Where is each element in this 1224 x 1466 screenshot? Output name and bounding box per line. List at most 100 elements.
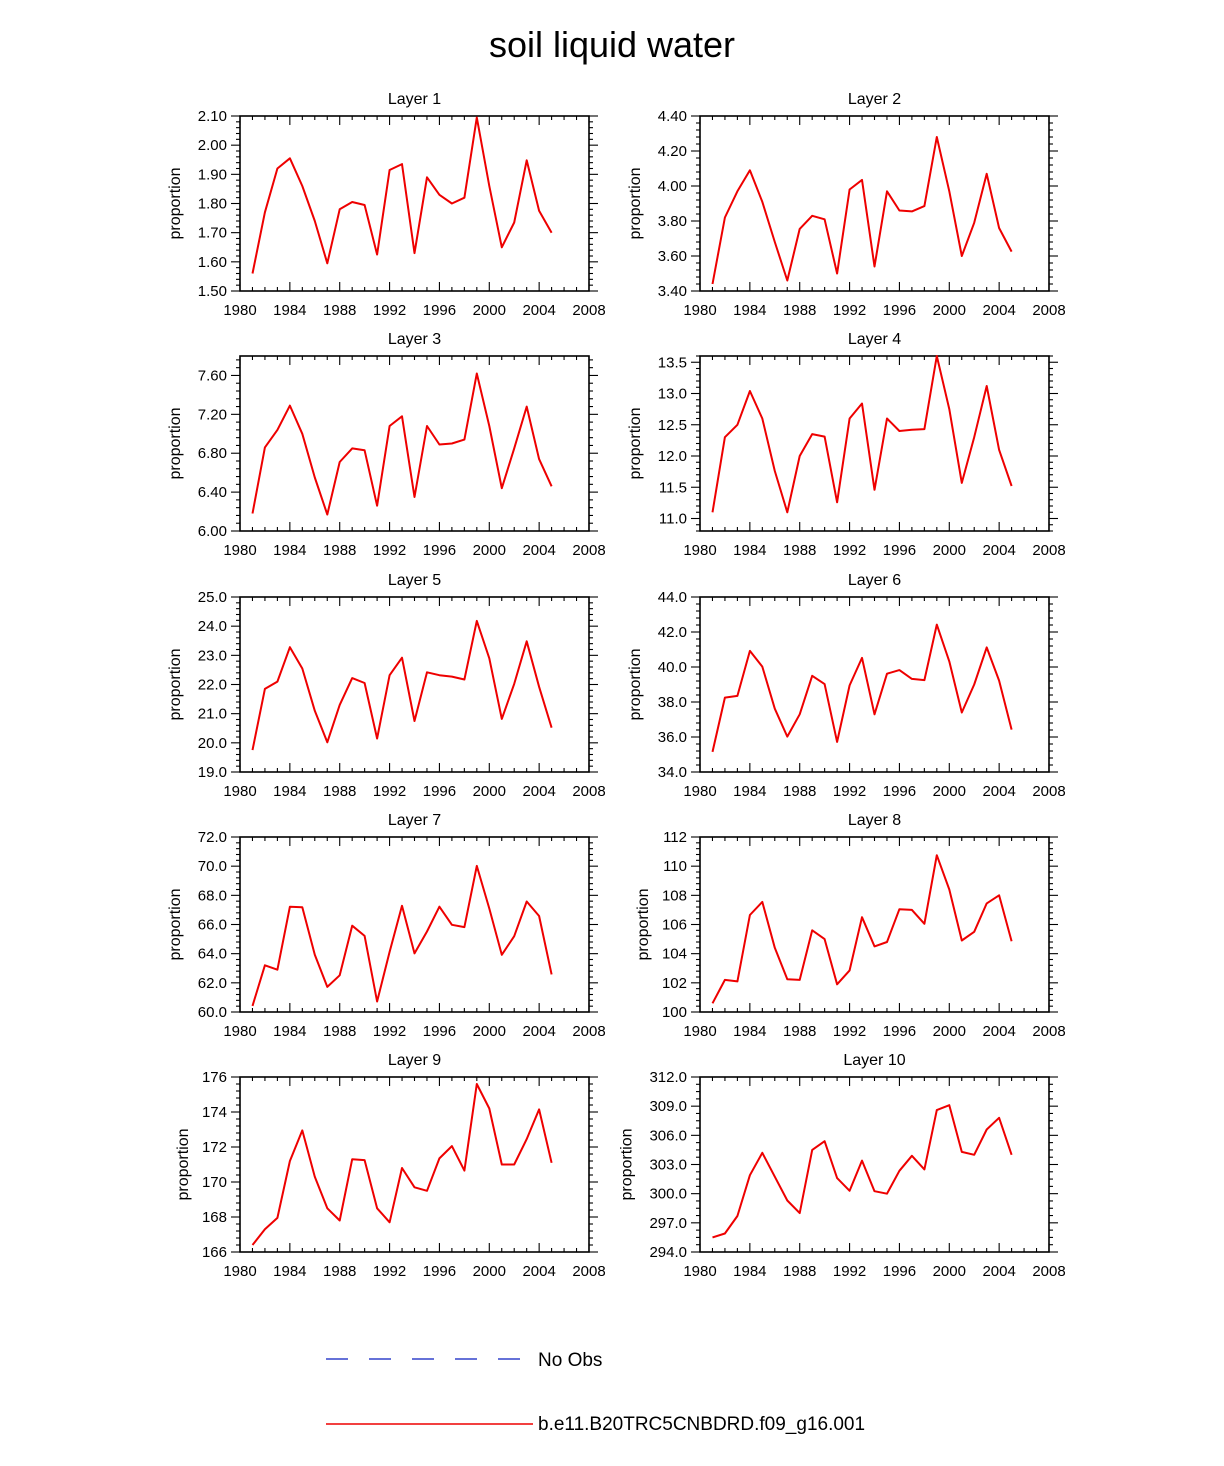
series-line-layer-3 [251,372,553,516]
x-tick-label: 1988 [783,302,816,319]
series-line-layer-8 [711,854,1013,1004]
x-tick-label: 1984 [733,783,766,800]
y-tick-label: 6.40 [198,484,227,501]
x-tick-label: 2008 [1032,542,1065,559]
y-tick-label: 1.50 [198,283,227,300]
x-tick-label: 2000 [473,783,506,800]
y-tick-label: 174 [202,1104,227,1121]
x-tick-label: 1980 [683,542,716,559]
plot-frame [239,596,590,773]
panel-layer-10: Layer 10 1980 1984 1988 1992 1996 2000 2004 2008… [619,1052,1066,1280]
x-tick-label: 2004 [522,783,555,800]
y-tick-label: 3.40 [658,283,687,300]
y-tick-label: 294.0 [649,1244,687,1261]
y-tick-label: 170 [202,1174,227,1191]
x-tick-label: 2008 [1032,1023,1065,1040]
legend-label-no-obs: No Obs [538,1350,602,1371]
x-tick-label: 1992 [833,1023,866,1040]
x-tick-label: 1992 [833,1263,866,1280]
panel-layer-1: Layer 1 1980 1984 1988 1992 1996 2000 2004 2008 1… [167,91,606,319]
x-tick-label: 2008 [572,1023,605,1040]
y-tick-label: 11.5 [659,479,687,496]
x-tick-label: 1988 [323,1023,356,1040]
y-tick-label: 19.0 [198,764,227,781]
y-axis-label: proportion [627,407,644,479]
panel-title: Layer 9 [388,1052,441,1069]
series-line-layer-4 [711,355,1013,514]
x-tick-label: 1996 [883,1263,916,1280]
y-tick-label: 22.0 [198,677,227,694]
y-axis-label: proportion [627,167,644,239]
y-tick-label: 62.0 [198,975,227,992]
x-tick-label: 1992 [833,542,866,559]
x-tick-label: 2008 [572,783,605,800]
x-tick-label: 1988 [783,1263,816,1280]
x-tick-label: 1988 [783,542,816,559]
x-tick-label: 1992 [833,783,866,800]
x-tick-label: 2004 [522,1023,555,1040]
panel-title: Layer 1 [388,91,441,108]
x-tick-label: 2008 [572,542,605,559]
y-axis-label: proportion [619,1128,636,1200]
y-tick-label: 12.5 [658,417,687,434]
series-line-layer-1 [251,116,553,274]
panel-layer-2: Layer 2 1980 1984 1988 1992 1996 2000 2004 2008 3… [627,91,1066,319]
x-tick-label: 2008 [1032,783,1065,800]
y-axis-label: proportion [635,888,652,960]
panel-layer-8: Layer 8 1980 1984 1988 1992 1996 2000 2004 2008 1… [635,812,1066,1040]
x-tick-label: 1984 [273,783,306,800]
x-tick-label: 1980 [223,1023,256,1040]
y-tick-label: 3.80 [658,213,687,230]
y-tick-label: 112 [663,829,687,846]
y-tick-label: 68.0 [198,887,227,904]
panel-title: Layer 6 [848,572,901,589]
x-tick-label: 1988 [323,783,356,800]
y-tick-label: 21.0 [198,706,227,723]
y-tick-label: 6.00 [198,523,227,540]
legend-label-model: b.e11.B20TRC5CNBDRD.f09_g16.001 [538,1414,865,1435]
panel-title: Layer 10 [843,1052,905,1069]
panel-layer-3: Layer 3 1980 1984 1988 1992 1996 2000 2004 2008 6… [167,331,606,559]
x-tick-label: 2004 [522,1263,555,1280]
x-tick-label: 1992 [373,783,406,800]
panel-title: Layer 5 [388,572,441,589]
y-tick-label: 2.10 [198,108,227,125]
series-line-layer-6 [711,623,1013,753]
series-line-layer-9 [251,1083,553,1246]
x-tick-label: 1984 [273,1263,306,1280]
y-tick-label: 13.0 [658,386,687,403]
y-tick-label: 309.0 [649,1098,687,1115]
y-tick-label: 4.20 [658,143,687,160]
y-tick-label: 72.0 [198,829,227,846]
y-tick-label: 6.80 [198,445,227,462]
y-tick-label: 11.0 [659,511,687,528]
x-tick-label: 1996 [883,302,916,319]
x-tick-label: 2000 [933,302,966,319]
y-tick-label: 20.0 [198,735,227,752]
panel-title: Layer 8 [848,812,901,829]
y-tick-label: 102 [662,975,687,992]
y-tick-label: 66.0 [198,917,227,934]
plot-frame [699,355,1050,532]
x-tick-label: 1996 [423,1023,456,1040]
series-line-layer-7 [251,864,553,1007]
x-tick-label: 2000 [933,542,966,559]
x-tick-label: 2000 [933,783,966,800]
y-tick-label: 168 [202,1209,227,1226]
y-tick-label: 23.0 [198,647,227,664]
y-tick-label: 306.0 [649,1127,687,1144]
plot-frame [239,1076,590,1253]
x-tick-label: 1984 [273,302,306,319]
x-tick-label: 1992 [373,302,406,319]
y-tick-label: 60.0 [198,1004,227,1021]
y-tick-label: 297.0 [649,1215,687,1232]
x-tick-label: 1980 [223,542,256,559]
y-axis-label: proportion [167,648,184,720]
y-tick-label: 7.60 [198,367,227,384]
y-tick-label: 42.0 [658,624,687,641]
x-tick-label: 2000 [473,1263,506,1280]
y-tick-label: 12.0 [658,448,687,465]
y-tick-label: 40.0 [658,659,687,676]
y-tick-label: 64.0 [198,946,227,963]
